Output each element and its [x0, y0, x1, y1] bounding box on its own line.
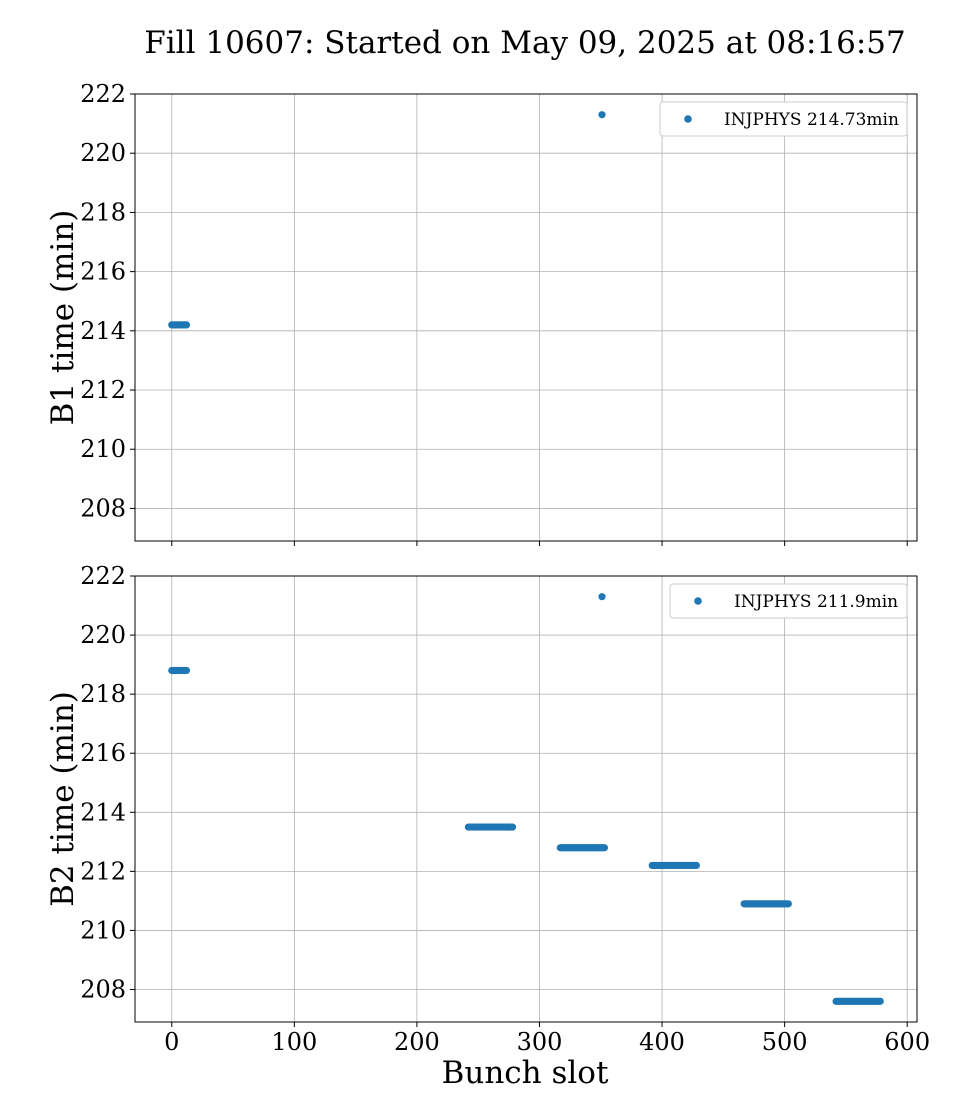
y-tick-label: 210 [80, 916, 126, 944]
x-tick-label: 500 [762, 1028, 808, 1056]
y-tick-label: 216 [80, 258, 126, 286]
legend-box [669, 583, 908, 619]
legend-marker [694, 597, 702, 605]
plot-frame [134, 93, 918, 542]
data-point [692, 861, 700, 870]
y-tick-label: 214 [80, 317, 126, 345]
legend-label: INJPHYS 211.9min [734, 592, 898, 612]
x-axis-label: Bunch slot [442, 1055, 609, 1091]
y-tick-label: 222 [80, 80, 126, 108]
x-tick-label: 100 [271, 1028, 317, 1056]
y-tick-label: 208 [80, 494, 126, 522]
data-point [784, 900, 792, 908]
y-tick-label: 220 [80, 621, 126, 649]
data-point [182, 666, 191, 675]
x-tick-label: 0 [164, 1028, 179, 1056]
data-point [600, 844, 609, 852]
x-tick-label: 300 [517, 1028, 563, 1056]
y-tick-label: 210 [80, 435, 126, 463]
y-tick-label: 212 [80, 376, 126, 404]
y-axis-label: B2 time (min) [45, 691, 81, 907]
data-point [182, 321, 191, 329]
y-axis-label: B1 time (min) [45, 210, 81, 426]
y-tick-label: 216 [80, 739, 126, 767]
data-point [598, 111, 606, 119]
data-point [598, 593, 606, 601]
legend-box [659, 101, 908, 137]
data-point [508, 823, 517, 831]
legend-marker [684, 115, 692, 123]
y-tick-label: 222 [80, 562, 126, 590]
legend-label: INJPHYS 214.73min [724, 110, 899, 130]
plot-frame [134, 575, 918, 1023]
y-tick-label: 214 [80, 798, 126, 826]
y-tick-label: 218 [80, 198, 126, 226]
x-tick-label: 600 [884, 1028, 930, 1056]
y-tick-label: 212 [80, 857, 126, 885]
subplot-1: 208 210 212 214 216 218 220 222 B1 time (min) INJ… [45, 80, 918, 546]
subplots-group: 208 210 212 214 216 218 220 222 B1 time (min) INJ… [45, 80, 930, 1056]
data-point [876, 997, 884, 1005]
y-tick-label: 218 [80, 680, 126, 708]
chart-title: Fill 10607: Started on May 09, 2025 at 0… [144, 25, 906, 61]
y-tick-label: 220 [80, 139, 126, 167]
subplot-2: 0 100 200 300 400 500 600 208 210 212 214 216 218 220… [45, 562, 930, 1056]
y-tick-label: 208 [80, 976, 126, 1004]
x-tick-label: 200 [394, 1028, 440, 1056]
x-tick-label: 400 [639, 1028, 685, 1056]
